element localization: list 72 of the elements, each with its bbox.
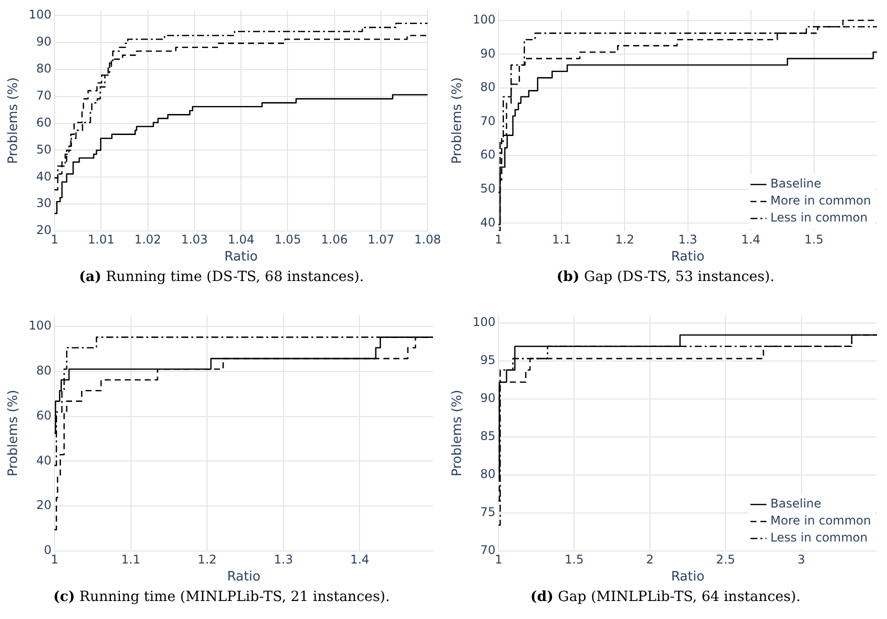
y-tick-label: 70 (36, 88, 52, 102)
x-tick-label: 1.5 (804, 232, 824, 246)
x-tick-label: 2.5 (716, 552, 736, 566)
x-tick-label: 1 (50, 232, 58, 246)
x-tick-label: 2 (646, 552, 654, 566)
y-tick-label: 70 (480, 543, 496, 558)
text: (b) Gap (DS-TS, 53 instances). (556, 269, 776, 285)
x-tick-label: 1.5 (564, 552, 584, 566)
x-tick-label: 1.04 (228, 232, 254, 246)
x-tick-label: 1.2 (615, 232, 634, 246)
legend-label: Less in common (770, 210, 868, 225)
x-tick-label: 1.1 (552, 232, 572, 246)
x-tick-label: 1.4 (350, 552, 370, 566)
y-tick-label: 0 (44, 543, 52, 558)
y-tick-label: 90 (480, 390, 496, 405)
x-axis-title: Ratio (671, 570, 704, 585)
x-tick-label: 1.08 (414, 232, 441, 246)
x-tick-label: 1.05 (274, 232, 302, 246)
y-tick-label: 90 (480, 46, 496, 60)
y-axis-title: Problems (%) (450, 390, 466, 476)
y-tick-label: 85 (480, 429, 496, 444)
legend-label: Less in common (770, 530, 868, 545)
x-tick-label: 1.3 (678, 232, 698, 246)
y-tick-label: 20 (36, 223, 52, 238)
y-tick-label: 95 (480, 352, 496, 367)
y-axis-title: Problems (%) (6, 77, 22, 164)
x-tick-label: 1.4 (741, 232, 760, 246)
y-tick-label: 100 (472, 314, 496, 329)
x-tick-label: 1 (494, 232, 502, 246)
y-tick-label: 80 (480, 467, 496, 482)
x-tick-label: 1.2 (198, 552, 217, 566)
text: (c) Running time (MINLPLib-TS, 21 instances). (52, 589, 391, 605)
y-tick-label: 70 (480, 114, 496, 128)
x-axis-title: Ratio (227, 570, 260, 585)
x-tick-label: 1 (494, 552, 502, 566)
y-tick-label: 60 (36, 115, 52, 130)
y-tick-label: 60 (36, 408, 52, 422)
x-tick-label: 1.07 (368, 232, 394, 246)
x-axis-title: Ratio (224, 250, 258, 265)
y-tick-label: 40 (480, 215, 496, 230)
x-tick-label: 1.02 (134, 232, 162, 246)
y-tick-label: 30 (36, 196, 52, 210)
y-tick-label: 80 (480, 80, 496, 94)
y-tick-label: 20 (36, 498, 52, 512)
y-axis-title: Problems (%) (450, 77, 466, 164)
y-axis-title: Problems (%) (6, 390, 22, 476)
y-tick-label: 80 (36, 62, 52, 76)
legend-label: Baseline (770, 496, 822, 511)
y-tick-label: 100 (28, 8, 52, 22)
x-tick-label: 1.1 (121, 552, 140, 566)
y-tick-label: 60 (480, 148, 496, 162)
legend-label: More in common (770, 514, 872, 528)
y-tick-label: 75 (480, 505, 496, 520)
text: (d) Gap (MINLPLib-TS, 64 instances). (529, 589, 802, 605)
text: (a) Running time (DS-TS, 68 instances). (78, 269, 365, 285)
y-tick-label: 80 (36, 363, 52, 378)
x-tick-label: 1.01 (88, 232, 115, 246)
x-tick-label: 3 (797, 552, 806, 566)
y-tick-label: 50 (480, 182, 496, 196)
x-axis-title: Ratio (671, 250, 704, 265)
y-tick-label: 100 (472, 12, 496, 26)
y-tick-label: 40 (36, 453, 52, 468)
x-tick-label: 1.3 (274, 552, 293, 566)
x-tick-label: 1 (50, 552, 58, 566)
x-tick-label: 1.06 (320, 232, 348, 246)
legend-label: More in common (770, 194, 872, 208)
x-tick-label: 1.03 (181, 232, 208, 246)
y-tick-label: 90 (36, 34, 52, 49)
legend-label: Baseline (770, 176, 822, 191)
y-tick-label: 40 (36, 169, 52, 184)
y-tick-label: 100 (28, 318, 52, 333)
y-tick-label: 50 (36, 142, 52, 156)
